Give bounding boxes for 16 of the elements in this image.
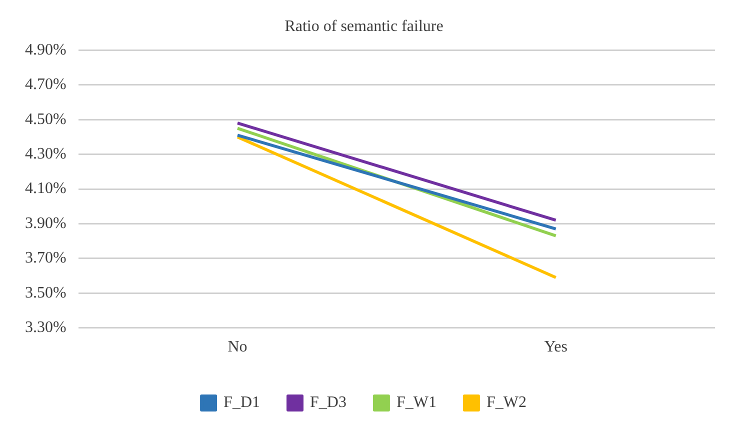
y-tick-label: 3.70% (25, 250, 66, 267)
y-tick-label: 3.30% (25, 319, 66, 336)
legend-label: F_W1 (396, 394, 436, 412)
y-tick-label: 4.10% (25, 180, 66, 198)
legend-label: F_W2 (486, 394, 526, 412)
legend-label: F_D1 (224, 394, 260, 412)
y-tick-label: 4.70% (25, 76, 66, 94)
y-tick-label: 3.90% (25, 214, 66, 232)
y-tick-label: 3.50% (25, 284, 66, 302)
y-tick-label: 4.30% (25, 146, 66, 163)
chart-title: Ratio of semantic failure (284, 18, 444, 35)
x-tick-label: Yes (544, 338, 568, 356)
x-tick-label: No (228, 338, 248, 356)
y-tick-label: 4.50% (25, 110, 66, 128)
legend-label: F_D3 (310, 394, 346, 412)
y-tick-label: 4.90% (25, 41, 66, 58)
